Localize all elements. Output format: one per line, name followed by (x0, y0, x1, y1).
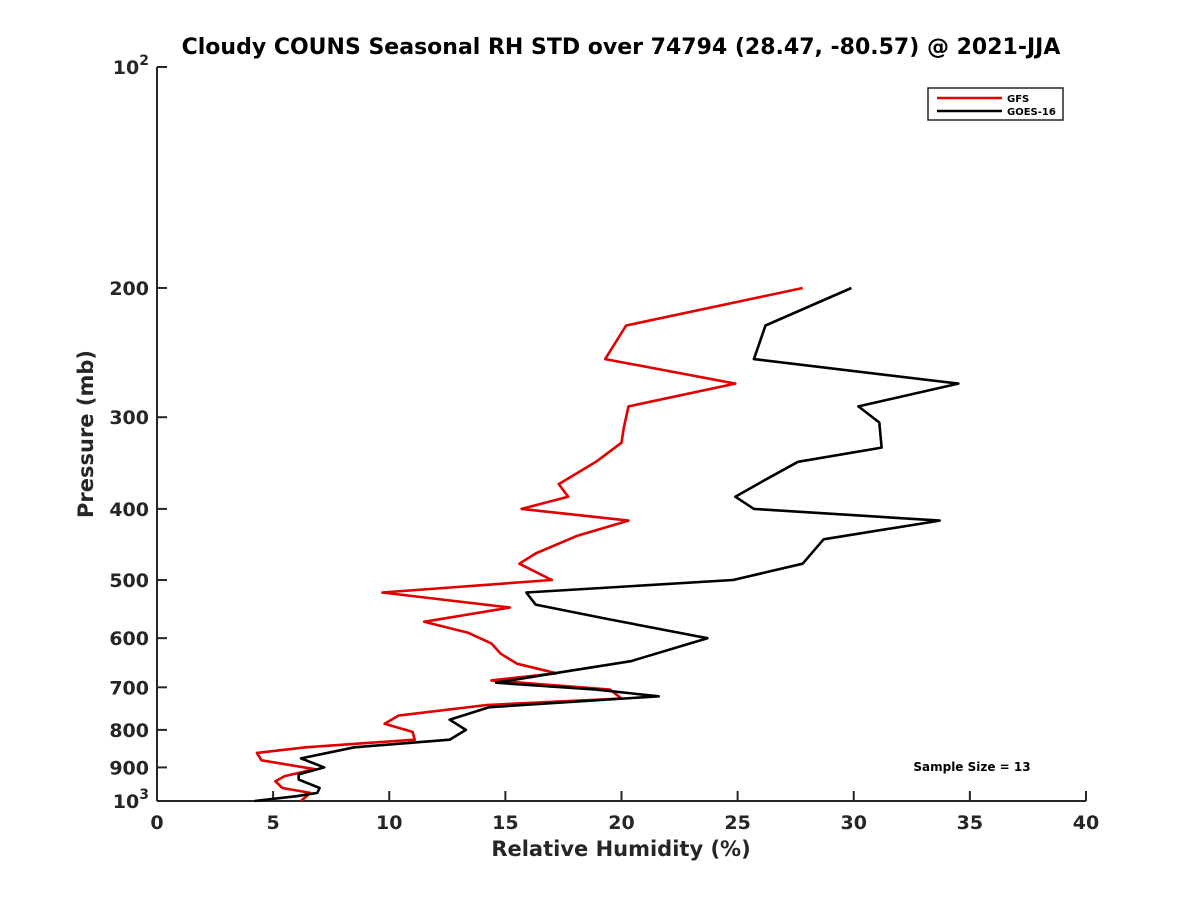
x-tick-label: 0 (150, 812, 163, 834)
x-tick-label: 40 (1073, 812, 1099, 834)
y-tick-label: 103 (113, 787, 149, 813)
y-tick-label: 600 (109, 628, 149, 650)
x-tick-label: 5 (267, 812, 280, 834)
y-tick-label: 200 (109, 278, 149, 300)
y-tick-label: 900 (109, 757, 149, 779)
y-tick-label: 102 (113, 53, 149, 79)
legend-label: GOES-16 (1007, 107, 1056, 118)
legend: GFS GOES-16 (927, 87, 1064, 121)
sample-size-annotation: Sample Size = 13 (913, 760, 1030, 774)
y-axis-ticks: 102 200 300 400 500 600 700 800 900 103 (109, 53, 167, 813)
x-tick-label: 20 (608, 812, 634, 834)
series-layer (254, 286, 960, 803)
x-axis-label: Relative Humidity (%) (491, 837, 750, 861)
legend-label: GFS (1007, 94, 1029, 105)
y-tick-label: 300 (109, 407, 149, 429)
x-tick-label: 25 (724, 812, 750, 834)
x-tick-label: 30 (841, 812, 867, 834)
y-tick-label: 800 (109, 720, 149, 742)
y-tick-label: 700 (109, 677, 149, 699)
y-axis-label: Pressure (mb) (74, 350, 98, 518)
y-tick-label: 400 (109, 499, 149, 521)
chart-title: Cloudy COUNS Seasonal RH STD over 74794 … (182, 35, 1061, 60)
series-line-goes-16 (254, 286, 960, 803)
plot-area: 0 5 10 15 20 25 30 35 40 102 200 300 400 500 600 700 80… (109, 53, 1099, 834)
x-tick-label: 35 (957, 812, 983, 834)
series-line-gfs (255, 286, 803, 802)
legend-box (927, 87, 1064, 121)
x-tick-label: 10 (376, 812, 402, 834)
y-tick-label: 500 (109, 570, 149, 592)
x-axis-ticks: 0 5 10 15 20 25 30 35 40 (150, 791, 1099, 834)
x-tick-label: 15 (492, 812, 518, 834)
